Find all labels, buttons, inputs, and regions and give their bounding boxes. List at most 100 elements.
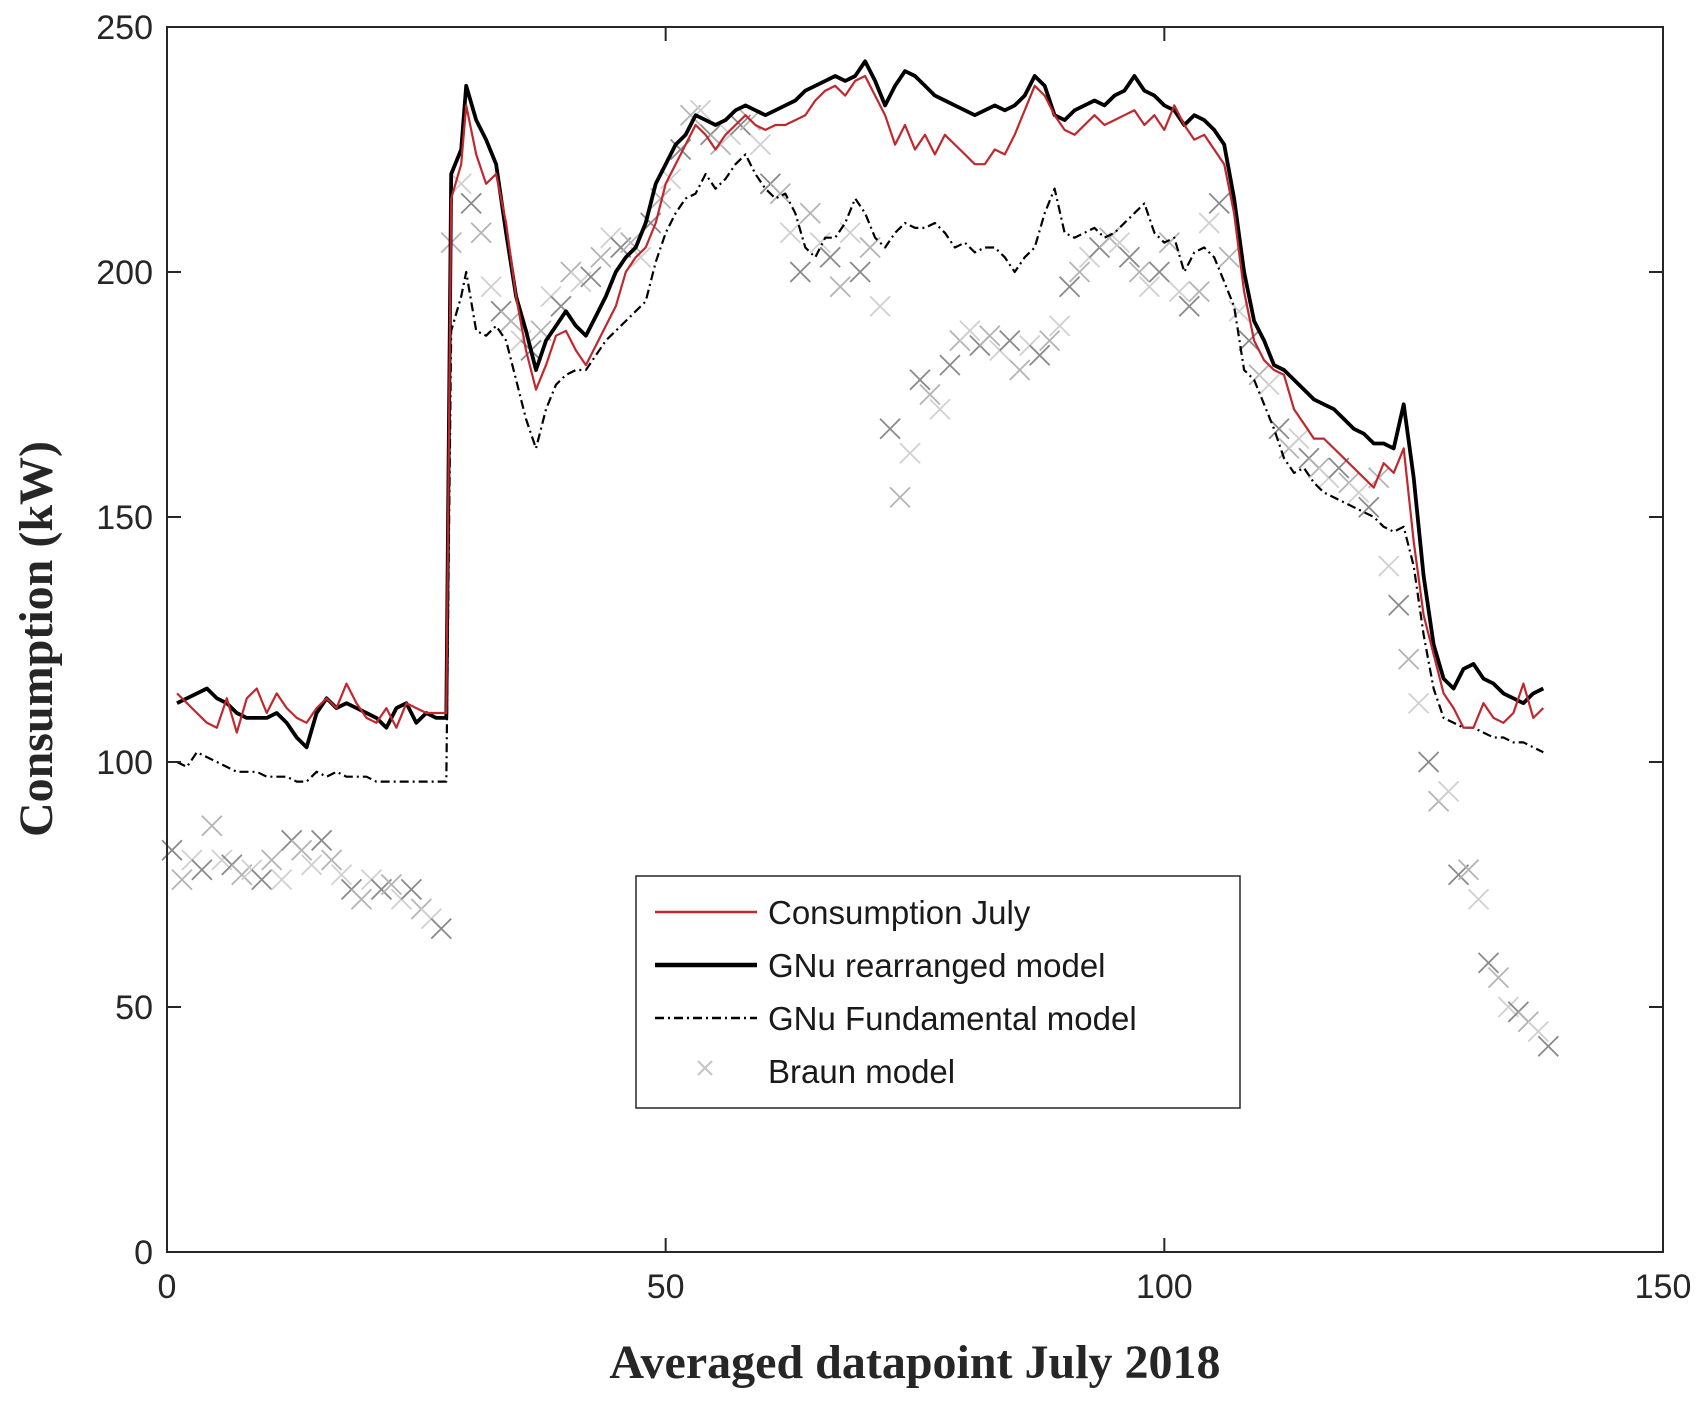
- braun-point: [1417, 751, 1440, 773]
- braun-point: [161, 839, 183, 861]
- braun-point: [749, 133, 772, 156]
- x-axis-label: Averaged datapoint July 2018: [609, 1336, 1220, 1389]
- braun-point: [959, 320, 981, 342]
- braun-point: [1158, 231, 1180, 254]
- braun-point: [660, 168, 682, 190]
- braun-point: [261, 849, 283, 871]
- braun-point: [879, 418, 901, 440]
- braun-point: [460, 192, 482, 215]
- braun-point: [430, 917, 452, 940]
- braun-point: [191, 859, 213, 881]
- braun-point: [480, 276, 502, 298]
- braun-point: [929, 398, 951, 420]
- braun-point: [1178, 295, 1200, 317]
- braun-point: [1398, 648, 1420, 670]
- braun-point: [370, 878, 393, 901]
- series-consumption-july: [176, 74, 1545, 734]
- legend-label-braun: Braun model: [768, 1053, 955, 1090]
- legend: Consumption July GNu rearranged model GN…: [635, 875, 1241, 1109]
- braun-point: [300, 854, 323, 876]
- y-tick-label-150: 150: [96, 499, 153, 537]
- legend-box: [635, 875, 1241, 1109]
- braun-point: [1527, 1020, 1549, 1043]
- series-gnu-rearranged-model: [176, 59, 1545, 750]
- ticks-layer: 0 50 100 150 0 50 100 150 200 250: [96, 9, 1691, 1306]
- y-tick-label-100: 100: [96, 744, 153, 782]
- braun-point: [859, 236, 881, 259]
- braun-point: [1258, 374, 1280, 396]
- braun-point: [320, 849, 343, 871]
- x-tick-label-150: 150: [1635, 1268, 1692, 1306]
- braun-point: [1118, 246, 1141, 268]
- y-tick-label-50: 50: [115, 989, 153, 1027]
- braun-point: [1208, 192, 1230, 215]
- braun-point: [1188, 280, 1210, 303]
- x-tick-label-50: 50: [647, 1268, 685, 1306]
- braun-point: [1388, 594, 1410, 616]
- braun-point: [799, 202, 821, 224]
- braun-point: [291, 839, 313, 861]
- braun-point: [769, 182, 791, 205]
- braun-point: [679, 104, 702, 126]
- braun-point: [1148, 261, 1170, 283]
- braun-point: [1238, 329, 1260, 352]
- braun-point: [1447, 864, 1470, 886]
- braun-point: [620, 231, 642, 254]
- x-tick-label-100: 100: [1136, 1268, 1193, 1306]
- braun-point: [1537, 1035, 1559, 1057]
- braun-point: [1437, 780, 1460, 803]
- braun-point: [350, 888, 373, 910]
- braun-point: [1457, 859, 1480, 881]
- y-tick-label-200: 200: [96, 254, 153, 292]
- braun-point: [1168, 280, 1190, 303]
- braun-point: [1497, 996, 1520, 1018]
- y-tick-label-0: 0: [134, 1234, 153, 1272]
- legend-label-gnu-fundamental: GNu Fundamental model: [768, 1000, 1137, 1037]
- braun-point: [1477, 952, 1500, 974]
- braun-point: [809, 231, 831, 254]
- braun-point: [1288, 427, 1310, 450]
- braun-point: [889, 486, 911, 509]
- braun-point: [1408, 692, 1430, 714]
- braun-point: [979, 325, 1001, 347]
- braun-point: [909, 369, 931, 391]
- braun-point: [211, 849, 233, 871]
- braun-point: [789, 261, 811, 283]
- legend-label-gnu-rearranged: GNu rearranged model: [768, 947, 1106, 984]
- braun-point: [251, 868, 273, 891]
- braun-point: [1467, 888, 1490, 910]
- y-tick-label-250: 250: [96, 9, 153, 47]
- braun-point: [1058, 276, 1081, 298]
- braun-point: [829, 276, 851, 298]
- plot-frame: [166, 26, 1664, 1253]
- braun-point: [1358, 496, 1380, 518]
- braun-point: [380, 873, 403, 896]
- braun-point: [849, 261, 871, 283]
- series-braun-model: [161, 99, 1559, 1057]
- braun-point: [1128, 261, 1151, 283]
- braun-point: [1039, 329, 1061, 352]
- braun-point: [271, 868, 293, 891]
- braun-point: [779, 222, 801, 244]
- braun-point: [919, 383, 941, 406]
- braun-point: [580, 266, 602, 288]
- series-gnu-fundamental-model: [176, 153, 1544, 783]
- braun-point: [1348, 481, 1370, 504]
- braun-point: [1487, 966, 1510, 989]
- braun-point: [1029, 344, 1051, 366]
- braun-point: [590, 246, 612, 268]
- braun-point: [899, 442, 921, 464]
- braun-point: [201, 815, 223, 837]
- braun-point: [869, 295, 891, 317]
- braun-point: [1218, 246, 1240, 268]
- braun-point: [1198, 212, 1220, 234]
- braun-point: [1048, 315, 1071, 337]
- braun-point: [1009, 359, 1031, 381]
- legend-swatch-braun: [697, 1060, 713, 1076]
- legend-label-consumption-july: Consumption July: [768, 894, 1031, 931]
- braun-point: [1108, 231, 1131, 254]
- braun-point: [171, 868, 193, 891]
- braun-point: [310, 829, 333, 852]
- series-layer: [161, 59, 1559, 1057]
